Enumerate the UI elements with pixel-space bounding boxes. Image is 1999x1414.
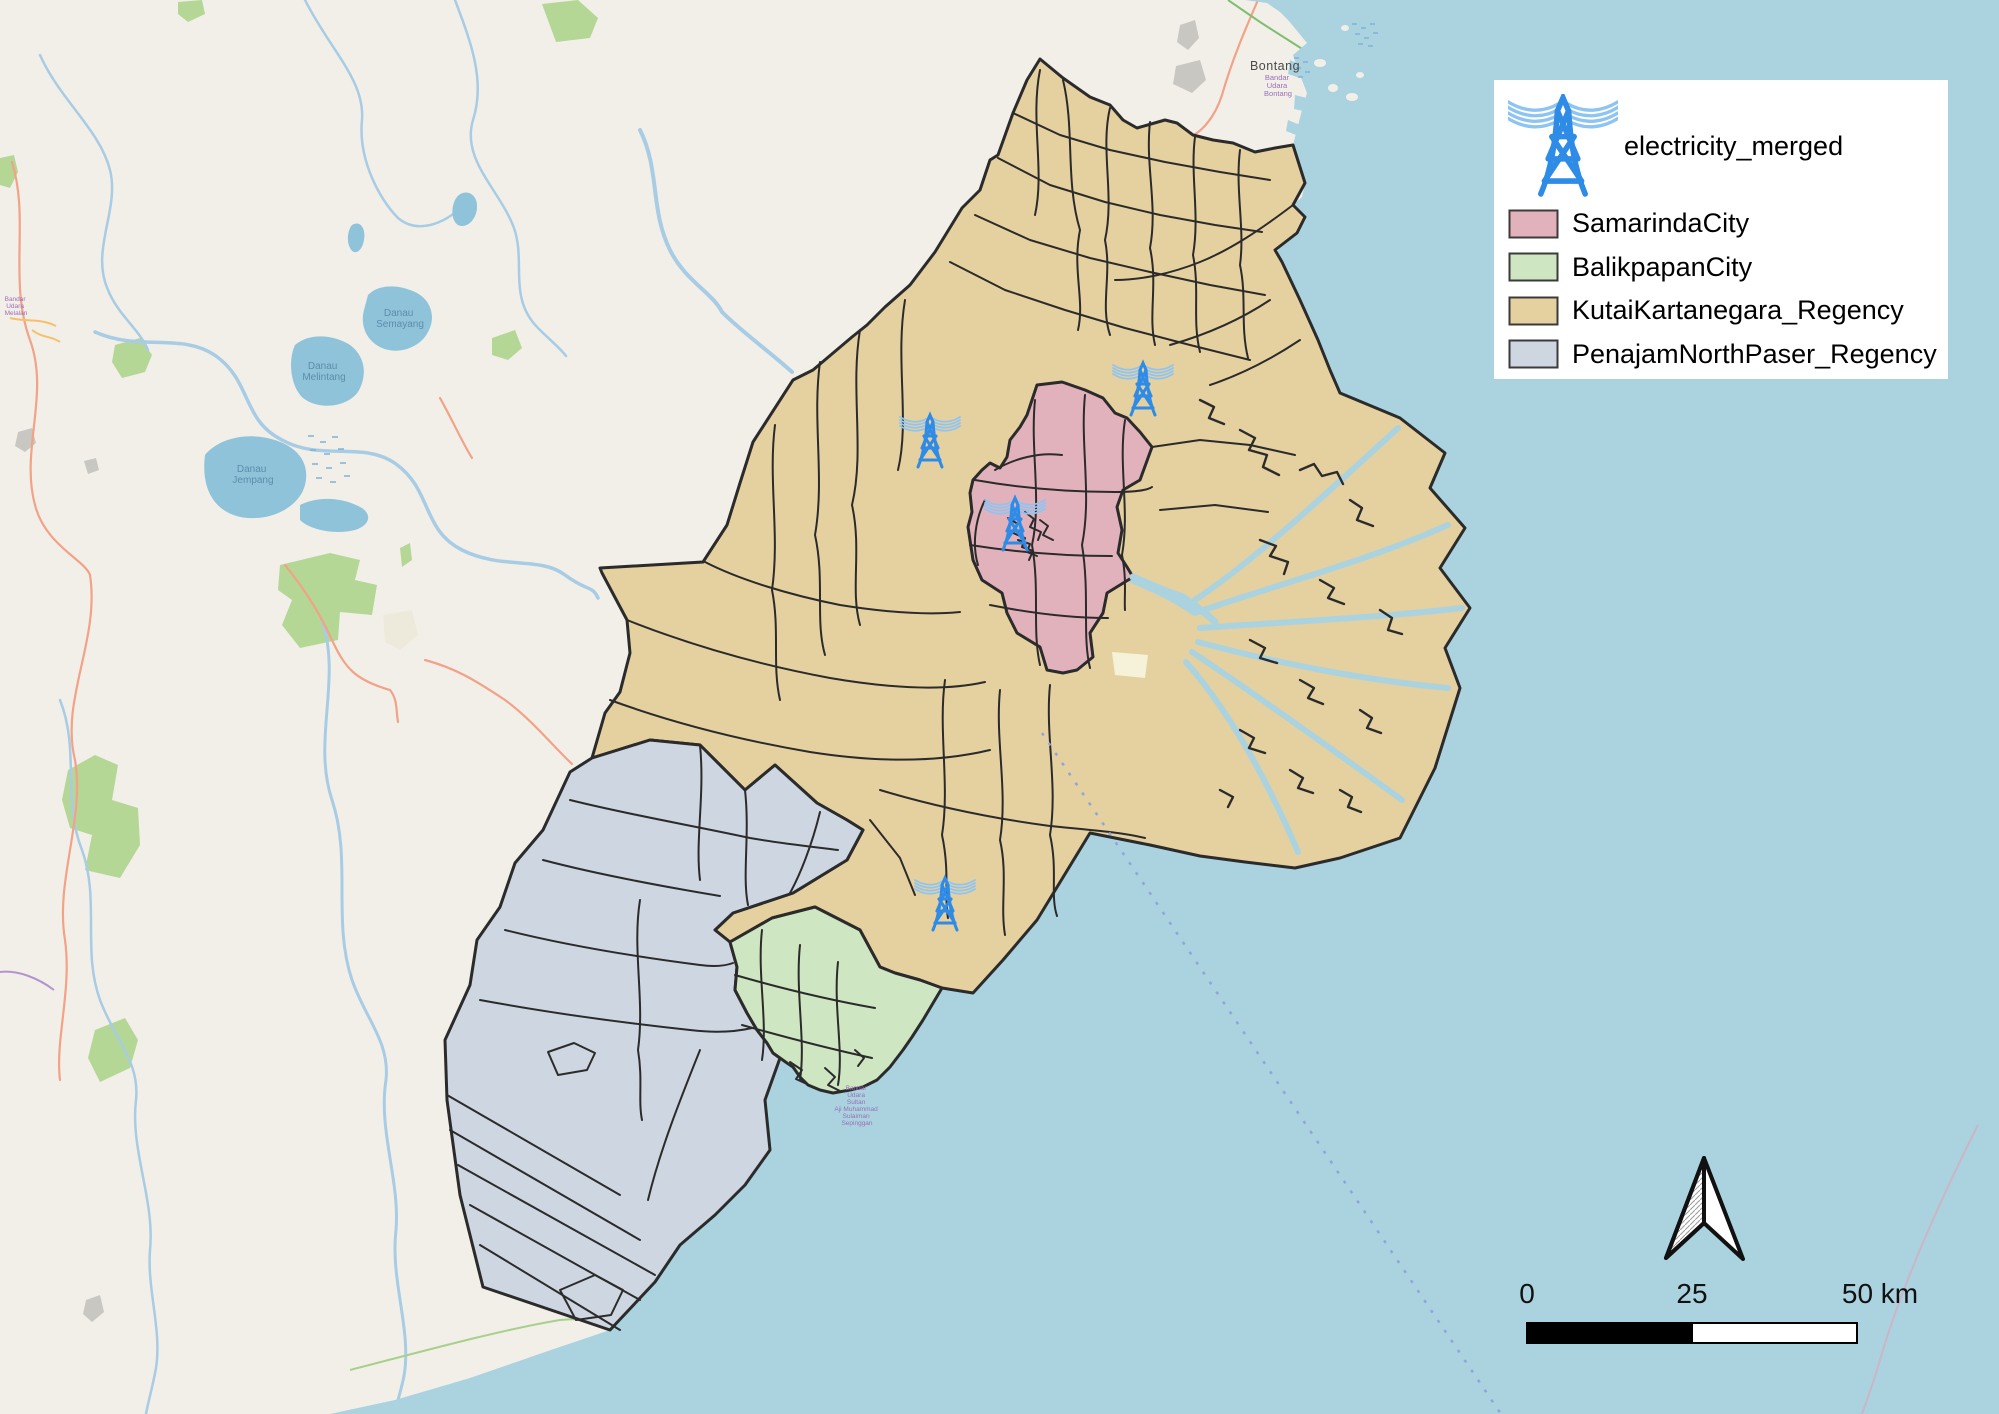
marsh-dashes (308, 435, 350, 483)
kutai-district-lines (609, 69, 1301, 936)
delta-sand-patch (1112, 652, 1148, 678)
orange-roads (9, 317, 61, 343)
mahakam-river (1129, 573, 1219, 626)
ferry-route-line (1861, 1124, 1979, 1414)
admin-boundaries (10, 0, 1260, 1082)
kutai-color-swatch (1508, 296, 1559, 326)
rivers (38, 0, 794, 1414)
legend-item-label: SamarindaCity (1572, 208, 1750, 239)
danau-melintang-label: Danau Melintang (302, 361, 345, 383)
legend-item-label: electricity_merged (1624, 130, 1844, 161)
legend-item-label: PenajamNorthPaser_Regency (1572, 338, 1937, 369)
melalan-airport-label: Bandar Udara Melalan (5, 296, 28, 317)
mahakam-delta-channels (1126, 425, 1465, 855)
danau-semayang-label: Danau Semayang (376, 308, 424, 330)
legend-item-electricity: electricity_merged (1508, 94, 1948, 198)
transmission-tower-icon (1508, 94, 1618, 198)
scale-tick-0: 0 (1519, 1278, 1535, 1309)
marsh-dashes-bontang (1294, 23, 1378, 78)
legend: electricity_merged SamarindaCity Balikpa… (1494, 80, 1948, 379)
lakes (204, 192, 478, 532)
legend-item-label: BalikpapanCity (1572, 251, 1753, 282)
green-route-line (1227, 0, 1308, 53)
mahakam-delta-boundaries (1198, 398, 1404, 814)
purple-route-line (0, 970, 55, 991)
north-arrow-icon (1664, 1156, 1745, 1261)
samarinda-district-lines (969, 394, 1153, 669)
bontang-islets (1286, 25, 1364, 135)
landcover-green-patches (0, 0, 598, 1082)
landcover-gray-patches (15, 20, 1206, 1322)
penajam-district-lines (446, 744, 839, 1331)
legend-item-balikpapan: BalikpapanCity (1508, 246, 1948, 290)
bontang-label: Bontang (1250, 59, 1300, 73)
legend-item-samarinda: SamarindaCity (1508, 202, 1948, 246)
legend-item-penajam-north-paser: PenajamNorthPaser_Regency (1508, 333, 1948, 377)
penajam-color-swatch (1508, 339, 1559, 369)
balikpapan-airport-label: Bandar Udara Sultan Aji Muhammad Sulaima… (834, 1085, 879, 1127)
balikpapan-district-lines (734, 929, 876, 1092)
balikpapan-color-swatch (1508, 252, 1559, 282)
bontang-airport-label: Bandar Udara Bontang (1264, 73, 1292, 98)
scale-bar: 0 25 50 km (1519, 1278, 1918, 1344)
legend-item-kutai-kartanegara: KutaiKartanegara_Regency (1508, 289, 1948, 333)
scale-tick-50km: 50 km (1842, 1278, 1918, 1309)
samarinda-color-swatch (1508, 209, 1559, 239)
scale-tick-25: 25 (1676, 1278, 1707, 1309)
legend-item-label: KutaiKartanegara_Regency (1572, 295, 1904, 326)
danau-jempang-label: Danau Jempang (232, 464, 273, 486)
maritime-boundary-dashed (1040, 732, 1503, 1414)
region-samarinda-city (966, 380, 1154, 675)
